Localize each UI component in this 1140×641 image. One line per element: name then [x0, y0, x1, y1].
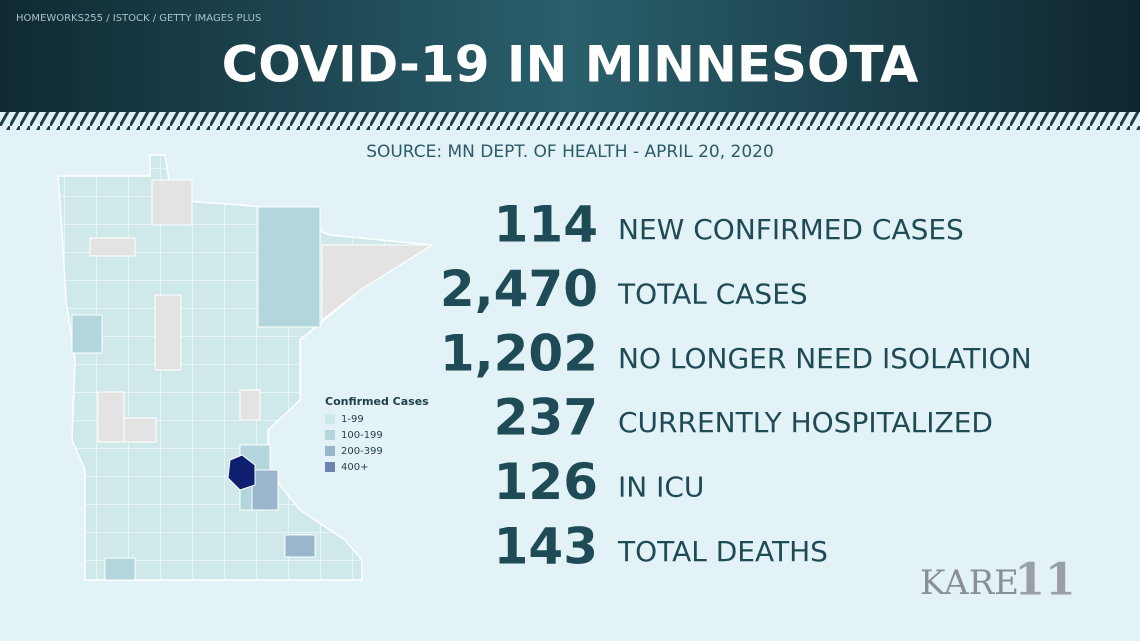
zigzag-stripe	[0, 112, 1140, 130]
legend-label: 400+	[341, 462, 368, 473]
county-no-data	[123, 417, 157, 443]
county-no-data	[97, 391, 125, 443]
legend: Confirmed Cases 1-99 100-199 200-399 400+	[325, 395, 429, 473]
county-no-data	[239, 389, 261, 421]
stat-label: NO LONGER NEED ISOLATION	[618, 342, 1032, 375]
title: COVID-19 IN MINNESOTA	[222, 36, 919, 94]
stat-label: CURRENTLY HOSPITALIZED	[618, 406, 993, 439]
stat-number: 1,202	[440, 324, 598, 382]
legend-swatch	[325, 462, 335, 472]
county-100-199	[257, 206, 321, 328]
county-no-data	[321, 244, 434, 322]
stat-number: 2,470	[440, 260, 598, 318]
stat-label: TOTAL DEATHS	[617, 535, 828, 568]
county-200-399	[284, 534, 316, 558]
county-no-data	[89, 237, 136, 257]
state-shape	[57, 154, 435, 581]
stat-number: 143	[494, 518, 598, 576]
county-no-data	[154, 294, 182, 371]
legend-swatch	[325, 446, 335, 456]
county-200-399	[251, 469, 279, 511]
logo-number: 11	[1014, 555, 1075, 606]
legend-title: Confirmed Cases	[325, 395, 429, 408]
legend-swatch	[325, 430, 335, 440]
county-400-plus	[227, 454, 256, 491]
legend-label: 100-199	[341, 430, 383, 441]
stats: 114 NEW CONFIRMED CASES 2,470 TOTAL CASES 1,…	[440, 196, 1032, 576]
stat-number: 126	[494, 453, 598, 511]
county-no-data	[151, 179, 193, 226]
stat-label: NEW CONFIRMED CASES	[618, 213, 964, 246]
header-band	[0, 0, 1140, 112]
legend-swatch	[325, 414, 335, 424]
county-100-199	[71, 314, 103, 354]
stat-label: TOTAL CASES	[617, 277, 808, 310]
minnesota-map	[57, 154, 435, 581]
photo-credit: HOMEWORKS255 / ISTOCK / GETTY IMAGES PLU…	[16, 13, 261, 24]
logo-text: KARE	[920, 563, 1019, 603]
stat-number: 237	[494, 389, 598, 447]
county-100-199	[104, 557, 136, 581]
stat-number: 114	[494, 196, 598, 254]
source: SOURCE: MN DEPT. OF HEALTH - APRIL 20, 2…	[366, 142, 774, 162]
legend-label: 200-399	[341, 446, 383, 457]
legend-label: 1-99	[341, 414, 364, 425]
logo: KARE 11	[920, 555, 1076, 606]
stat-label: IN ICU	[618, 471, 704, 504]
